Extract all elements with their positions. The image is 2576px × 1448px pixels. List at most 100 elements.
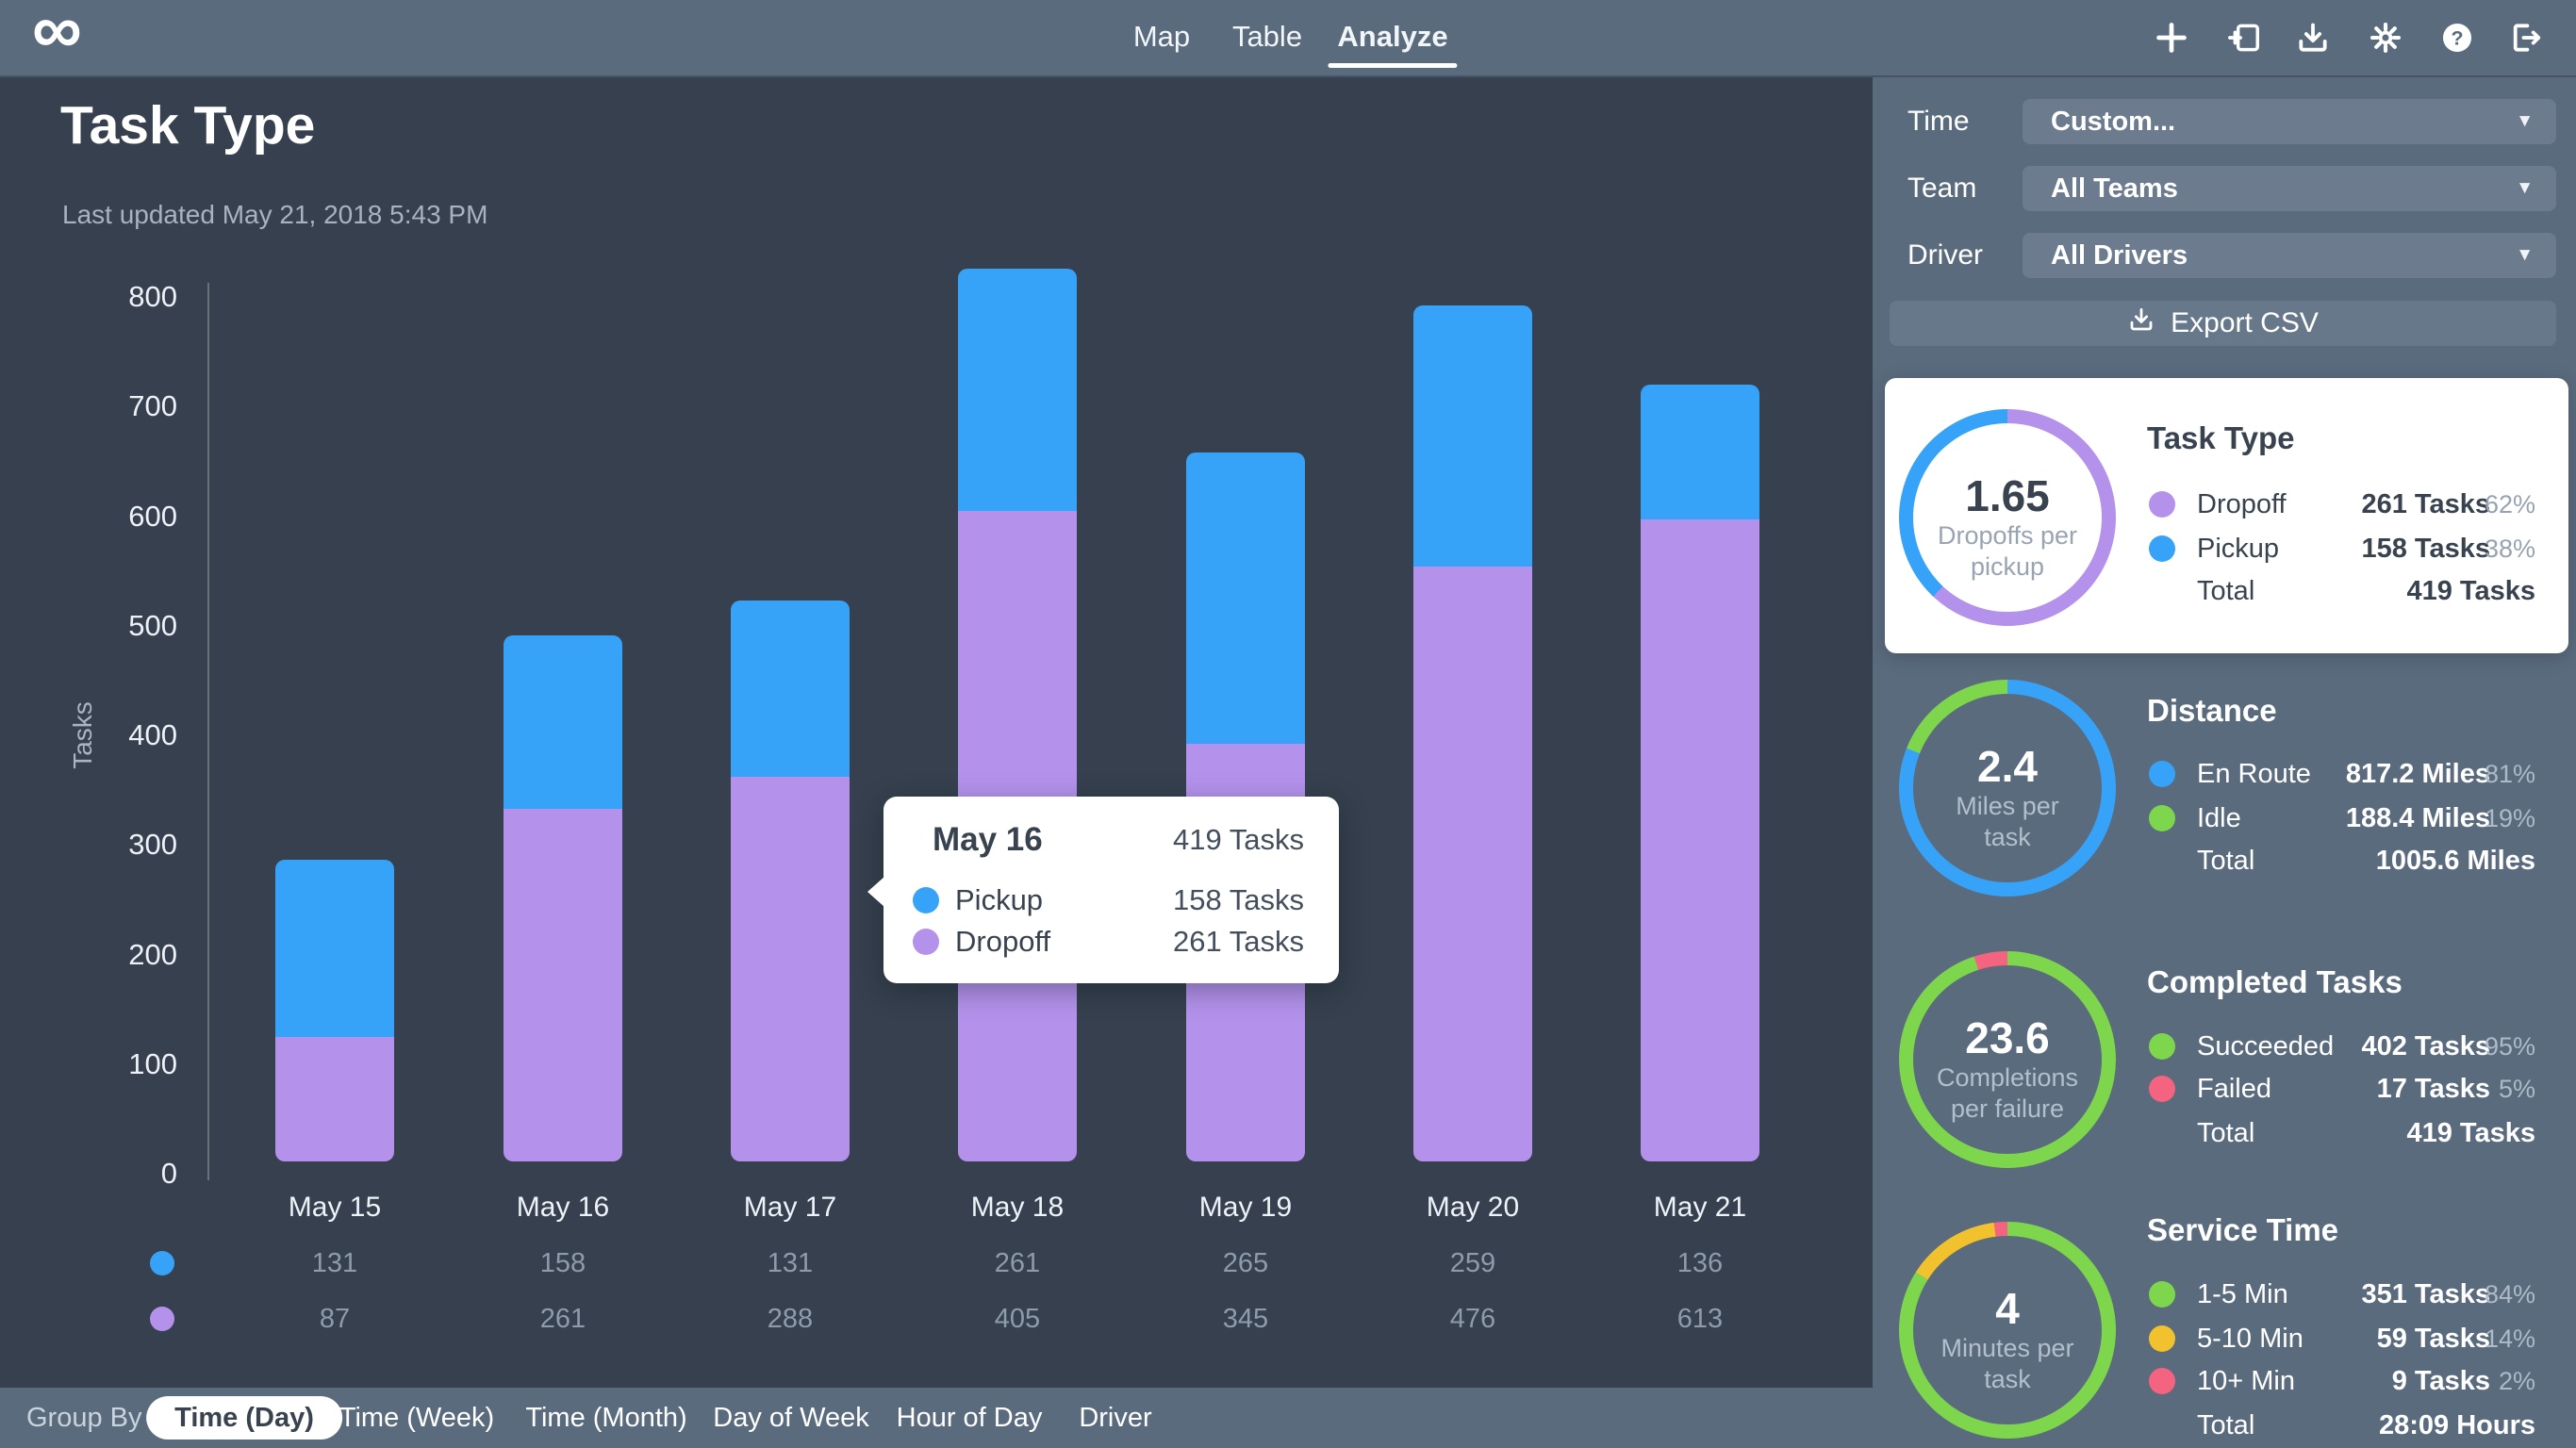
pickup-count-6: 259 <box>1449 1248 1496 1278</box>
total-value: 419 Tasks <box>2406 576 2535 606</box>
x-label-4: May 18 <box>970 1192 1065 1223</box>
chevron-down-icon: ▼ <box>2516 178 2534 198</box>
row-value: 17 Tasks <box>2376 1074 2490 1104</box>
tooltip-total: 419 Tasks <box>1172 823 1304 856</box>
ring-service-time: 4 Minutes per task <box>1899 1222 2116 1439</box>
row-percent: 84% <box>2484 1280 2535 1308</box>
download-icon <box>2127 305 2155 341</box>
total-label: Total <box>2197 1118 2255 1148</box>
total-label: Total <box>2197 846 2255 876</box>
dropoff-count-1: 87 <box>319 1304 351 1334</box>
group-by-time-month[interactable]: Time (Month) <box>525 1403 687 1433</box>
row-label: 5-10 Min <box>2197 1324 2304 1354</box>
ring-caption-line: task <box>1984 823 2031 851</box>
row-value: 261 Tasks <box>2361 489 2490 519</box>
filter-select-driver[interactable]: All Drivers ▼ <box>2023 233 2556 278</box>
row-percent: 5% <box>2498 1075 2535 1103</box>
y-tick-300: 300 <box>128 828 177 862</box>
ring-caption-line: Dropoffs per <box>1937 521 2078 550</box>
total-value: 1005.6 Miles <box>2375 846 2535 876</box>
y-tick-400: 400 <box>128 718 177 751</box>
tooltip-row-value: 158 Tasks <box>1172 883 1304 916</box>
bar-may-17[interactable] <box>731 601 850 1161</box>
settings-icon[interactable] <box>2368 20 2403 56</box>
export-csv-button[interactable]: Export CSV <box>1890 301 2556 346</box>
tooltip-dropoff-dot <box>913 929 939 955</box>
ring-caption: Dropoffs per pickup <box>1899 520 2116 583</box>
x-label-5: May 19 <box>1198 1192 1293 1223</box>
total-label: Total <box>2197 576 2255 606</box>
row-label: Dropoff <box>2197 489 2287 519</box>
bar-may-20[interactable] <box>1413 305 1532 1161</box>
pickup-count-4: 261 <box>994 1248 1041 1278</box>
row-label: Succeeded <box>2197 1031 2335 1061</box>
ring-caption-line: Miles per <box>1956 792 2059 820</box>
ring-caption-line: task <box>1984 1365 2031 1393</box>
y-axis-line <box>207 283 209 1180</box>
ring-distance: 2.4 Miles per task <box>1899 680 2116 897</box>
ring-inner <box>1913 1236 2102 1424</box>
bar-segment-dropoff <box>504 809 622 1161</box>
row-percent: 62% <box>2484 490 2535 518</box>
ring-completed-tasks: 23.6 Completions per failure <box>1899 951 2116 1168</box>
total-label: Total <box>2197 1410 2255 1440</box>
card-title-distance: Distance <box>2147 693 2277 728</box>
add-icon[interactable] <box>2154 20 2189 56</box>
task-type-dot-1 <box>2149 491 2175 518</box>
ring-caption-line: Completions <box>1936 1063 2079 1092</box>
tab-table[interactable]: Table <box>1231 20 1303 53</box>
pickup-count-1: 131 <box>311 1248 358 1278</box>
group-by-time-day[interactable]: Time (Day) <box>146 1396 342 1440</box>
onfleet-infinity-logo-icon[interactable]: ∞ <box>32 0 82 68</box>
y-tick-100: 100 <box>128 1046 177 1080</box>
row-label: Failed <box>2197 1074 2271 1104</box>
tooltip-pickup-dot <box>913 887 939 913</box>
dropoff-count-2: 261 <box>539 1304 586 1334</box>
filter-select-time[interactable]: Custom... ▼ <box>2023 99 2556 144</box>
card-title-completed-tasks: Completed Tasks <box>2147 964 2403 999</box>
bar-segment-dropoff <box>275 1037 394 1161</box>
chart-tooltip: May 16 419 Tasks Pickup 158 Tasks Dropoff 2… <box>867 797 1339 983</box>
group-by-day-of-week[interactable]: Day of Week <box>713 1403 869 1433</box>
y-tick-800: 800 <box>128 280 177 313</box>
row-value: 402 Tasks <box>2361 1031 2490 1061</box>
bar-segment-dropoff <box>731 777 850 1161</box>
bar-may-16[interactable] <box>504 635 622 1161</box>
tooltip-title: May 16 <box>933 821 1043 858</box>
group-by-driver[interactable]: Driver <box>1079 1403 1152 1433</box>
tab-map[interactable]: Map <box>1132 20 1191 53</box>
logout-icon[interactable] <box>2507 20 2543 56</box>
group-by-time-week[interactable]: Time (Week) <box>339 1403 495 1433</box>
top-bar: ∞ Map Table Analyze ? <box>0 0 2576 77</box>
row-value: 188.4 Miles <box>2345 803 2490 833</box>
x-label-1: May 15 <box>288 1192 382 1223</box>
analytics-sidebar: Time Custom... ▼ Team All Teams ▼ Driver All Dr… <box>1873 75 2576 1448</box>
bar-may-15[interactable] <box>275 860 394 1161</box>
pickup-legend-dot <box>150 1251 174 1275</box>
ring-caption-line: pickup <box>1970 552 2045 581</box>
completed-tasks-dot-1 <box>2149 1033 2175 1060</box>
row-percent: 95% <box>2484 1032 2535 1061</box>
import-icon[interactable] <box>2226 20 2262 56</box>
tab-analyze[interactable]: Analyze <box>1328 0 1458 75</box>
download-icon[interactable] <box>2295 20 2331 56</box>
group-by-hour-of-day[interactable]: Hour of Day <box>896 1403 1043 1433</box>
card-title-task-type: Task Type <box>2147 420 2295 455</box>
total-value: 419 Tasks <box>2406 1118 2535 1148</box>
bar-may-21[interactable] <box>1641 385 1759 1161</box>
bar-segment-pickup <box>731 601 850 777</box>
x-label-6: May 20 <box>1426 1192 1520 1223</box>
pickup-count-2: 158 <box>539 1248 586 1278</box>
distance-dot-1 <box>2149 761 2175 787</box>
tooltip-row-label: Pickup <box>955 883 1044 916</box>
filter-select-team[interactable]: All Teams ▼ <box>2023 166 2556 211</box>
ring-task-type: 1.65 Dropoffs per pickup <box>1899 409 2116 626</box>
completed-tasks-dot-2 <box>2149 1076 2175 1102</box>
ring-inner <box>1913 423 2102 612</box>
chevron-down-icon: ▼ <box>2516 111 2534 131</box>
help-icon[interactable]: ? <box>2439 20 2475 56</box>
bar-may-18[interactable] <box>958 269 1077 1161</box>
y-tick-0: 0 <box>160 1157 177 1190</box>
ring-inner <box>1913 965 2102 1154</box>
row-label: 10+ Min <box>2197 1366 2295 1396</box>
